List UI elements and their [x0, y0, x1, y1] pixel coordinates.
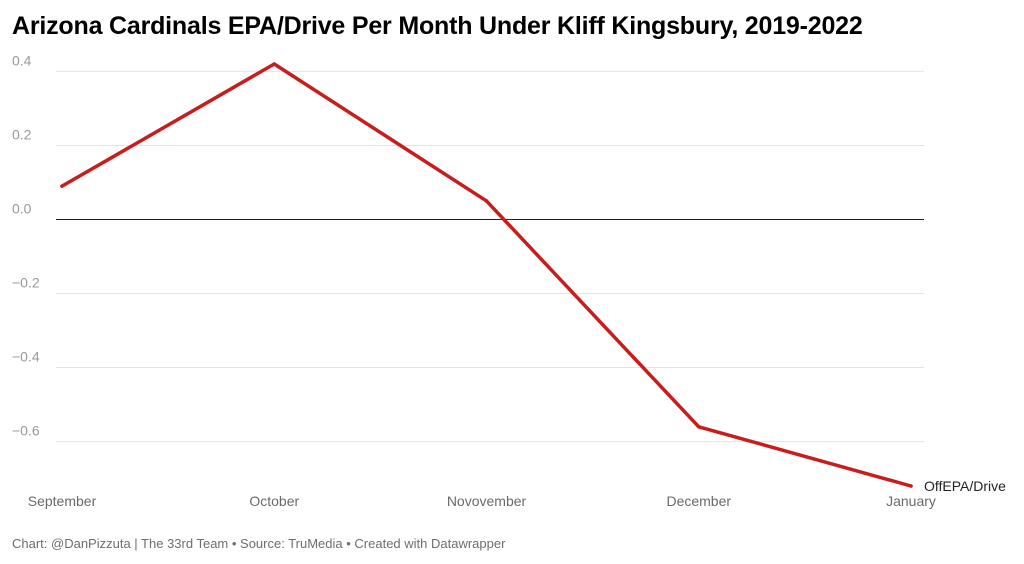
- x-tick-label: January: [886, 493, 936, 509]
- x-tick-label: October: [249, 493, 299, 509]
- y-tick-label: −0.4: [12, 349, 40, 365]
- data-point: [909, 484, 913, 488]
- data-point: [272, 62, 276, 66]
- y-tick-label: 0.2: [12, 126, 32, 142]
- series-label: OffEPA/Drive: [924, 478, 1006, 494]
- x-tick-label: Novovember: [447, 493, 527, 509]
- chart-footer: Chart: @DanPizzuta | The 33rd Team • Sou…: [12, 536, 506, 551]
- x-axis-ticks: September October Novovember December Januar…: [28, 493, 936, 509]
- grid-lines: [56, 70, 924, 443]
- y-tick-label: 0.4: [12, 52, 32, 68]
- y-tick-label: −0.2: [12, 275, 40, 291]
- chart-title: Arizona Cardinals EPA/Drive Per Month Un…: [12, 12, 863, 40]
- data-point: [697, 425, 701, 429]
- series-line: [60, 62, 913, 488]
- data-point: [484, 199, 489, 203]
- line-chart: 0.4 0.2 0.0 −0.2 −0.4 −0.6 September October No…: [12, 52, 1006, 509]
- x-tick-label: September: [28, 493, 97, 509]
- y-axis-ticks: 0.4 0.2 0.0 −0.2 −0.4 −0.6: [12, 52, 40, 438]
- y-tick-label: 0.0: [12, 200, 32, 216]
- data-point: [60, 184, 64, 188]
- series-layer: OffEPA/Drive: [60, 62, 1006, 494]
- x-tick-label: December: [666, 493, 731, 509]
- y-tick-label: −0.6: [12, 423, 40, 439]
